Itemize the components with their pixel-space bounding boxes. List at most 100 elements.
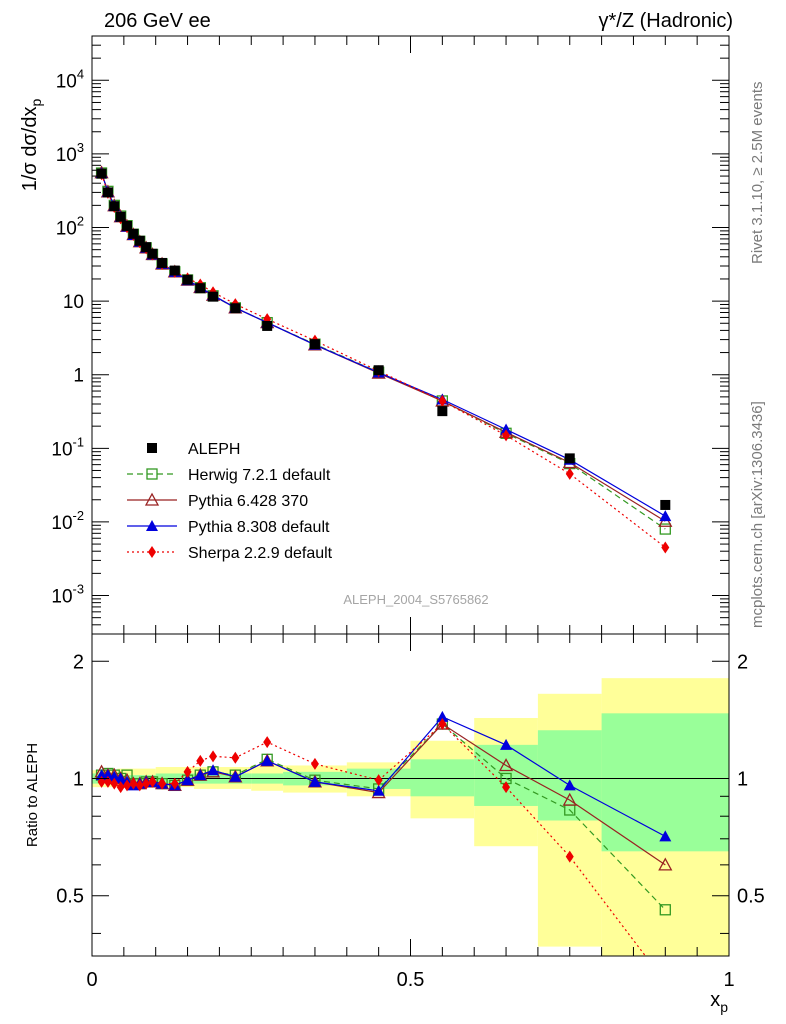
pythia-8-308-default-ratio-point bbox=[114, 772, 127, 784]
ratio-y-tick-label-left: 2 bbox=[73, 651, 84, 673]
aleph-point bbox=[96, 168, 107, 179]
aleph-point bbox=[564, 453, 575, 464]
sherpa-2-2-9-default-ratio-point bbox=[310, 757, 319, 770]
sherpa-2-2-9-default-ratio-point bbox=[196, 754, 205, 767]
pythia-8-308-default-ratio-point bbox=[207, 764, 220, 776]
uncertainty-bands bbox=[92, 678, 729, 956]
sherpa-2-2-9-default-ratio-point bbox=[135, 779, 144, 792]
pythia-6-428-370-ratio-point bbox=[562, 792, 577, 806]
aleph-point bbox=[195, 283, 206, 294]
pythia-8-308-default-line bbox=[101, 172, 666, 517]
aleph-point bbox=[141, 242, 152, 253]
sherpa-2-2-9-default-ratio-point bbox=[374, 774, 383, 787]
sherpa-2-2-9-default-ratio-point bbox=[170, 777, 179, 790]
herwig-7-2-1-default-ratio-line bbox=[101, 723, 666, 911]
sherpa-2-2-9-default-ratio-point bbox=[502, 781, 511, 794]
aleph-point bbox=[309, 339, 320, 350]
process-label: γ*/Z (Hadronic) bbox=[599, 10, 733, 32]
aleph-point bbox=[147, 248, 158, 259]
sherpa-2-2-9-default-ratio-point bbox=[565, 850, 574, 863]
stat-uncertainty-band bbox=[474, 744, 538, 806]
pythia-8-308-default-ratio-point bbox=[500, 738, 513, 750]
legend-label: Sherpa 2.2.9 default bbox=[188, 545, 333, 562]
herwig-7-2-1-default-point bbox=[659, 523, 671, 535]
legend-label: Pythia 8.308 default bbox=[188, 519, 330, 536]
pythia-8-308-default-point bbox=[500, 423, 513, 435]
x-tick-label: 0 bbox=[86, 969, 97, 991]
aleph-point bbox=[230, 303, 241, 314]
sherpa-2-2-9-default-ratio-point bbox=[209, 750, 218, 763]
main-y-tick-label: 10-3 bbox=[51, 582, 84, 608]
pythia-8-308-default-ratio-point bbox=[659, 830, 672, 842]
x-axis-label: xp bbox=[710, 989, 728, 1015]
sherpa-2-2-9-default-ratio-point bbox=[116, 781, 125, 794]
pythia-8-308-default-ratio-point bbox=[563, 779, 576, 791]
sherpa-2-2-9-default-point bbox=[565, 467, 574, 480]
pythia-8-308-default-legend-marker bbox=[146, 520, 158, 531]
legend-label: Pythia 6.428 370 bbox=[188, 493, 308, 510]
sherpa-2-2-9-default-ratio-point bbox=[438, 718, 447, 731]
sherpa-2-2-9-default-ratio-point bbox=[661, 976, 669, 988]
sherpa-2-2-9-default-ratio-point bbox=[129, 777, 138, 790]
legend-label: ALEPH bbox=[188, 441, 240, 458]
pythia-8-308-default-point bbox=[659, 510, 672, 522]
pythia-8-308-default-ratio-point bbox=[229, 770, 242, 782]
energy-label: 206 GeV ee bbox=[104, 10, 211, 32]
main-y-tick-label: 10-2 bbox=[51, 508, 84, 534]
pythia-6-428-370-ratio-point bbox=[658, 857, 673, 871]
pythia-8-308-default-ratio-point bbox=[436, 710, 449, 722]
analysis-watermark: ALEPH_2004_S5765862 bbox=[343, 592, 488, 607]
stat-uncertainty-band bbox=[410, 759, 475, 797]
ratio-y-tick-label-left: 0.5 bbox=[56, 886, 84, 908]
ratio-y-tick-label-right: 1 bbox=[737, 768, 748, 790]
main-y-tick-label: 103 bbox=[56, 140, 84, 166]
main-y-tick-label: 10 bbox=[63, 292, 84, 313]
aleph-point bbox=[660, 499, 671, 510]
sherpa-2-2-9-default-ratio-point bbox=[110, 777, 119, 790]
main-series bbox=[94, 165, 673, 554]
sherpa-2-2-9-default-ratio-point bbox=[148, 775, 157, 788]
ratio-series bbox=[94, 710, 673, 988]
rivet-label: Rivet 3.1.10, ≥ 2.5M events bbox=[749, 82, 766, 265]
aleph-point bbox=[157, 257, 168, 268]
legend-label: Herwig 7.2.1 default bbox=[188, 467, 331, 484]
pythia-6-428-370-ratio-point bbox=[498, 758, 514, 772]
aleph-point bbox=[208, 291, 219, 302]
main-y-axis-label: 1/σ dσ/dxp bbox=[19, 99, 44, 192]
pythia-8-308-default-ratio-point bbox=[261, 754, 274, 766]
aleph-point bbox=[115, 211, 126, 222]
sherpa-2-2-9-default-ratio-point bbox=[231, 751, 240, 764]
sherpa-2-2-9-default-ratio-point bbox=[142, 777, 151, 790]
legend: ALEPH Herwig 7.2.1 default Pythia 6.428 37… bbox=[127, 441, 333, 562]
ratio-y-tick-label-right: 0.5 bbox=[737, 886, 765, 908]
aleph-point bbox=[169, 265, 180, 276]
pythia-6-428-370-line bbox=[101, 172, 666, 522]
sherpa-2-2-9-default-ratio-point bbox=[123, 779, 132, 792]
x-tick-label: 1 bbox=[723, 969, 734, 991]
ratio-y-tick-label-left: 1 bbox=[73, 768, 84, 790]
sherpa-2-2-9-default-point bbox=[502, 429, 511, 442]
herwig-7-2-1-default-ratio-point bbox=[659, 904, 671, 916]
pythia-8-308-default-ratio-point bbox=[308, 775, 321, 787]
pythia-8-308-default-ratio-point bbox=[372, 784, 385, 796]
sherpa-2-2-9-default-line bbox=[101, 174, 666, 548]
herwig-7-2-1-default-legend-marker bbox=[146, 468, 158, 480]
main-y-tick-label: 104 bbox=[56, 66, 84, 92]
aleph-point bbox=[102, 187, 113, 198]
herwig-7-2-1-default-line bbox=[101, 172, 666, 530]
aleph-point bbox=[262, 320, 273, 331]
ratio-y-axis-label: Ratio to ALEPH bbox=[24, 743, 41, 847]
aleph-point bbox=[182, 274, 193, 285]
sherpa-2-2-9-default-point bbox=[438, 394, 447, 407]
sherpa-2-2-9-default-ratio-point bbox=[183, 765, 192, 778]
pythia-6-428-370-legend-marker bbox=[144, 492, 160, 506]
stat-uncertainty-band bbox=[601, 713, 729, 852]
x-tick-label: 0.5 bbox=[397, 969, 425, 991]
aleph-legend-marker bbox=[147, 443, 157, 453]
aleph-point bbox=[109, 201, 120, 212]
pythia-8-308-default-ratio-point bbox=[181, 774, 194, 786]
pythia-8-308-default-ratio-point bbox=[194, 769, 207, 781]
sherpa-2-2-9-default-ratio-point bbox=[263, 736, 272, 749]
